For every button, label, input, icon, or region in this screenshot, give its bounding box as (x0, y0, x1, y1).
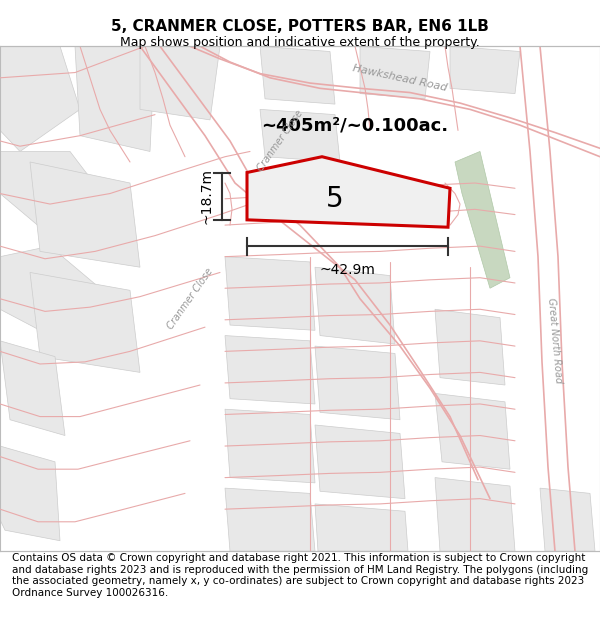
Polygon shape (225, 257, 315, 330)
Polygon shape (260, 46, 335, 104)
Polygon shape (455, 151, 510, 288)
Text: Cranmer Close: Cranmer Close (165, 266, 215, 331)
Polygon shape (0, 446, 60, 541)
Polygon shape (435, 478, 515, 551)
Polygon shape (315, 425, 405, 499)
Polygon shape (360, 46, 430, 99)
Polygon shape (315, 268, 395, 344)
Polygon shape (450, 46, 520, 94)
Text: ~42.9m: ~42.9m (320, 263, 376, 277)
Polygon shape (0, 341, 65, 436)
Polygon shape (225, 409, 315, 483)
Polygon shape (435, 394, 510, 469)
Polygon shape (30, 162, 140, 268)
Polygon shape (435, 309, 505, 385)
Polygon shape (540, 488, 595, 551)
Polygon shape (0, 151, 110, 236)
Polygon shape (0, 46, 80, 151)
Text: ~405m²/~0.100ac.: ~405m²/~0.100ac. (262, 116, 449, 134)
Polygon shape (75, 46, 155, 151)
Text: Great North Road: Great North Road (546, 298, 564, 384)
Polygon shape (247, 157, 450, 228)
Text: 5, CRANMER CLOSE, POTTERS BAR, EN6 1LB: 5, CRANMER CLOSE, POTTERS BAR, EN6 1LB (111, 19, 489, 34)
Text: Hawkshead Road: Hawkshead Road (352, 63, 448, 92)
Polygon shape (225, 488, 315, 551)
Text: ~18.7m: ~18.7m (200, 168, 214, 224)
Text: Map shows position and indicative extent of the property.: Map shows position and indicative extent… (120, 36, 480, 49)
Polygon shape (140, 46, 220, 120)
Polygon shape (225, 336, 315, 404)
Text: 5: 5 (326, 185, 344, 213)
Polygon shape (0, 246, 100, 341)
Polygon shape (315, 504, 408, 551)
Text: Contains OS data © Crown copyright and database right 2021. This information is : Contains OS data © Crown copyright and d… (12, 553, 588, 598)
Text: Cranmer Close: Cranmer Close (255, 109, 305, 173)
Polygon shape (315, 346, 400, 420)
Polygon shape (260, 109, 340, 162)
Polygon shape (30, 272, 140, 372)
